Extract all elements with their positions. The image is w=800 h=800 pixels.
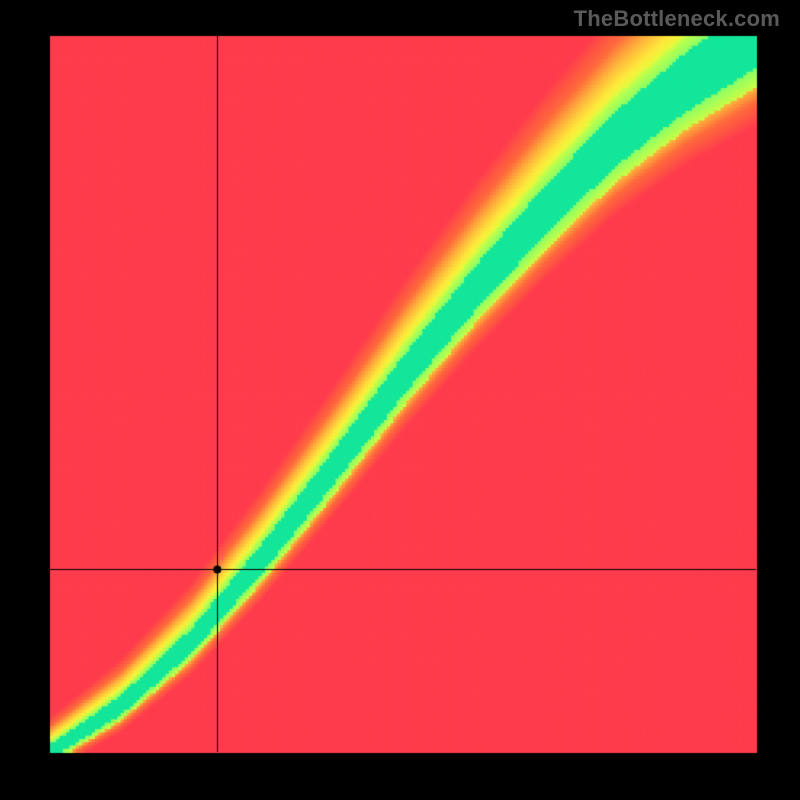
watermark: TheBottleneck.com (574, 6, 780, 32)
heatmap-canvas (0, 0, 800, 800)
chart-container: { "watermark": "TheBottleneck.com", "cha… (0, 0, 800, 800)
